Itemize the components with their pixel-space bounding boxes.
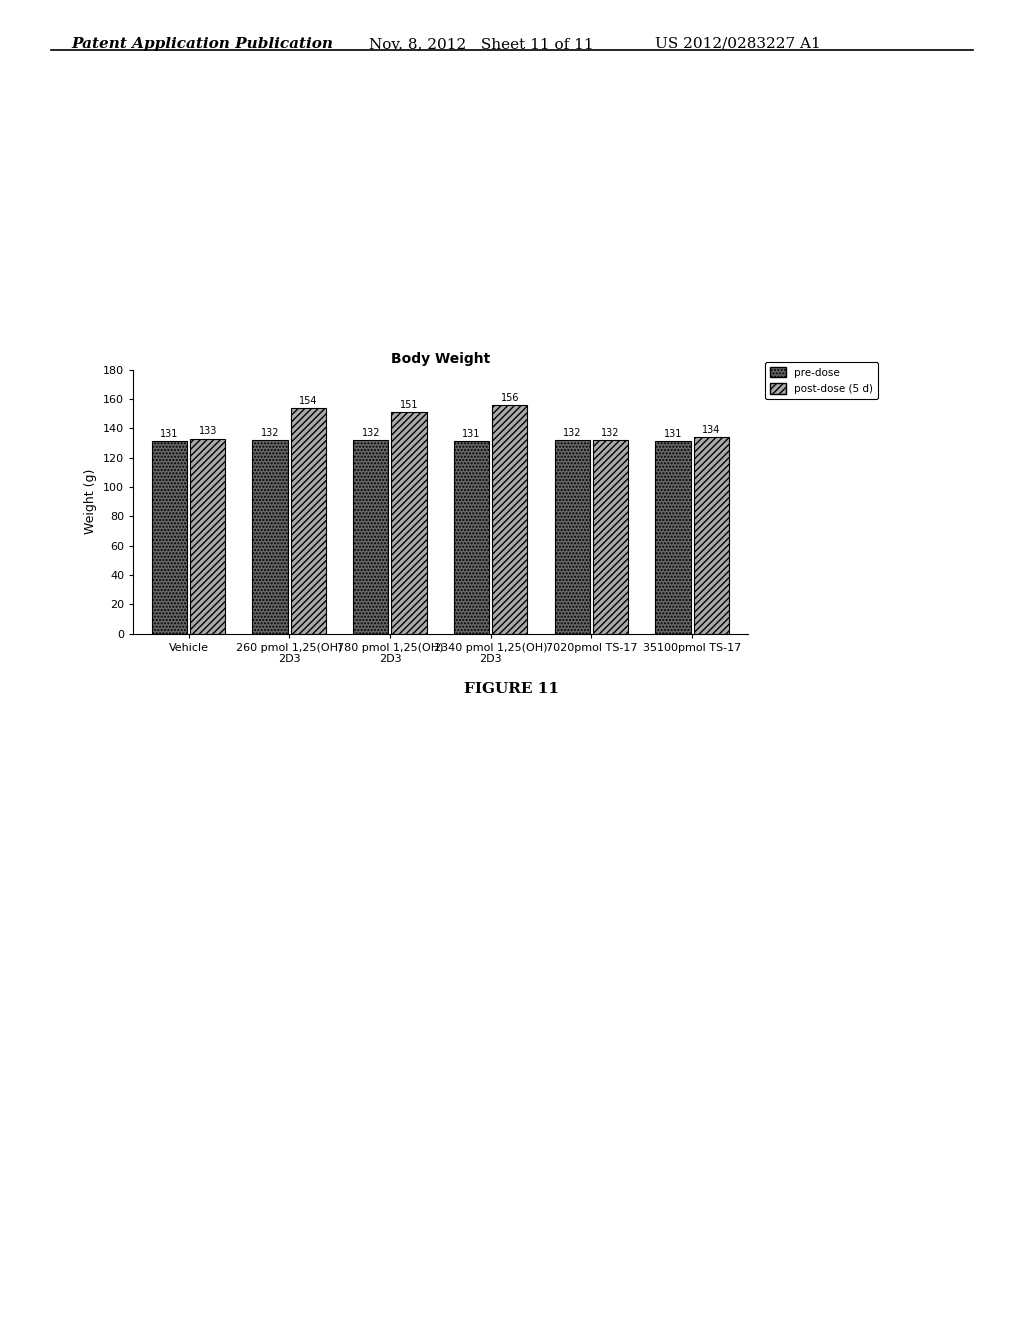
Text: FIGURE 11: FIGURE 11: [465, 682, 559, 696]
Text: 133: 133: [199, 426, 217, 437]
Text: 132: 132: [563, 428, 582, 438]
Text: 131: 131: [160, 429, 178, 440]
Text: 132: 132: [601, 428, 620, 438]
Bar: [454, 441, 489, 634]
Bar: [291, 408, 326, 634]
Bar: [152, 441, 187, 634]
Text: Nov. 8, 2012   Sheet 11 of 11: Nov. 8, 2012 Sheet 11 of 11: [369, 37, 593, 51]
Text: 156: 156: [501, 392, 519, 403]
Bar: [555, 440, 590, 634]
Text: Patent Application Publication: Patent Application Publication: [72, 37, 334, 51]
Text: US 2012/0283227 A1: US 2012/0283227 A1: [655, 37, 821, 51]
Bar: [693, 437, 729, 634]
Bar: [253, 440, 288, 634]
Bar: [593, 440, 628, 634]
Text: 134: 134: [702, 425, 721, 434]
Text: 131: 131: [664, 429, 682, 440]
Y-axis label: Weight (g): Weight (g): [84, 469, 97, 535]
Text: 132: 132: [261, 428, 280, 438]
Title: Body Weight: Body Weight: [391, 351, 489, 366]
Bar: [391, 412, 427, 634]
Bar: [190, 438, 225, 634]
Text: 132: 132: [361, 428, 380, 438]
Legend: pre-dose, post-dose (5 d): pre-dose, post-dose (5 d): [765, 362, 879, 399]
Bar: [493, 405, 527, 634]
Text: 154: 154: [299, 396, 317, 405]
Bar: [353, 440, 388, 634]
Text: 151: 151: [399, 400, 419, 411]
Bar: [655, 441, 690, 634]
Text: 131: 131: [463, 429, 480, 440]
